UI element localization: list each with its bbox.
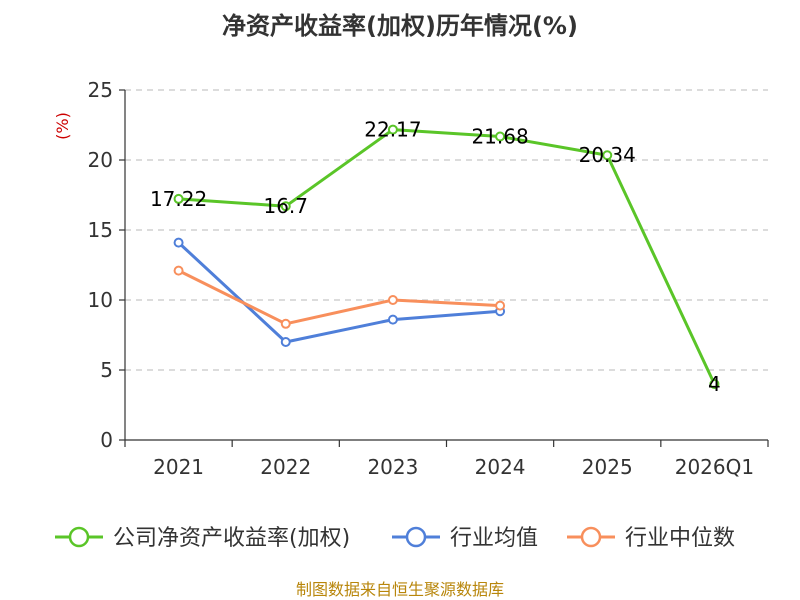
y-tick-label-20: 20 <box>88 148 113 172</box>
x-tick-label-2026Q1: 2026Q1 <box>675 455 754 479</box>
series-group <box>173 124 720 389</box>
legend: 公司净资产收益率(加权) 行业均值 行业中位数 <box>55 526 735 551</box>
x-tick-label-2025: 2025 <box>582 455 633 479</box>
series-line-2 <box>177 269 501 326</box>
point-s2-2023 <box>387 295 398 305</box>
source-note: 制图数据来自恒生聚源数据库 <box>296 580 504 599</box>
data-label-2022: 16.7 <box>263 194 308 218</box>
point-s1-2023 <box>387 314 398 325</box>
series-line-0 <box>178 128 716 385</box>
point-s2-2024 <box>495 300 506 311</box>
legend-label-0: 公司净资产收益率(加权) <box>113 526 350 551</box>
point-s0-2023 <box>387 124 398 135</box>
data-label-2021: 17.22 <box>150 187 207 211</box>
y-tick-label-5: 5 <box>100 358 113 382</box>
legend-label-1: 行业均值 <box>450 526 538 551</box>
x-tick-label-2024: 2024 <box>475 455 526 479</box>
y-tick-label-10: 10 <box>88 288 113 312</box>
y-tick-label-0: 0 <box>100 428 113 452</box>
point-s0-2024 <box>495 131 506 142</box>
y-tick-label-15: 15 <box>88 218 113 242</box>
point-s0-2021 <box>173 193 184 204</box>
point-s0-2026Q1 <box>709 379 720 389</box>
data-labels: 17.22 16.7 22.17 21.68 20.34 4 <box>150 118 721 396</box>
grid-lines <box>125 89 768 371</box>
legend-marker-2 <box>580 526 602 548</box>
data-label-2023: 22.17 <box>364 118 421 142</box>
x-tick-label-2022: 2022 <box>260 455 311 479</box>
chart-title: 净资产收益率(加权)历年情况(%) <box>222 12 578 40</box>
point-s1-2021 <box>173 237 184 248</box>
legend-marker-1 <box>405 526 427 548</box>
point-s0-2025 <box>602 150 613 161</box>
point-s0-2022 <box>280 201 291 212</box>
y-tick-label-25: 25 <box>88 78 113 102</box>
legend-label-2: 行业中位数 <box>625 526 735 551</box>
data-label-2024: 21.68 <box>471 124 528 148</box>
legend-marker-0 <box>68 526 90 548</box>
point-s1-2022 <box>280 337 291 347</box>
series-line-1 <box>177 241 501 344</box>
data-label-2026Q1: 4 <box>708 372 721 396</box>
x-tick-label-2023: 2023 <box>367 455 418 479</box>
data-label-2025: 20.34 <box>579 143 636 167</box>
y-axis-label: (%) <box>53 112 72 140</box>
x-tick-label-2021: 2021 <box>153 455 204 479</box>
point-s2-2021 <box>173 265 184 276</box>
point-s2-2022 <box>280 318 291 329</box>
